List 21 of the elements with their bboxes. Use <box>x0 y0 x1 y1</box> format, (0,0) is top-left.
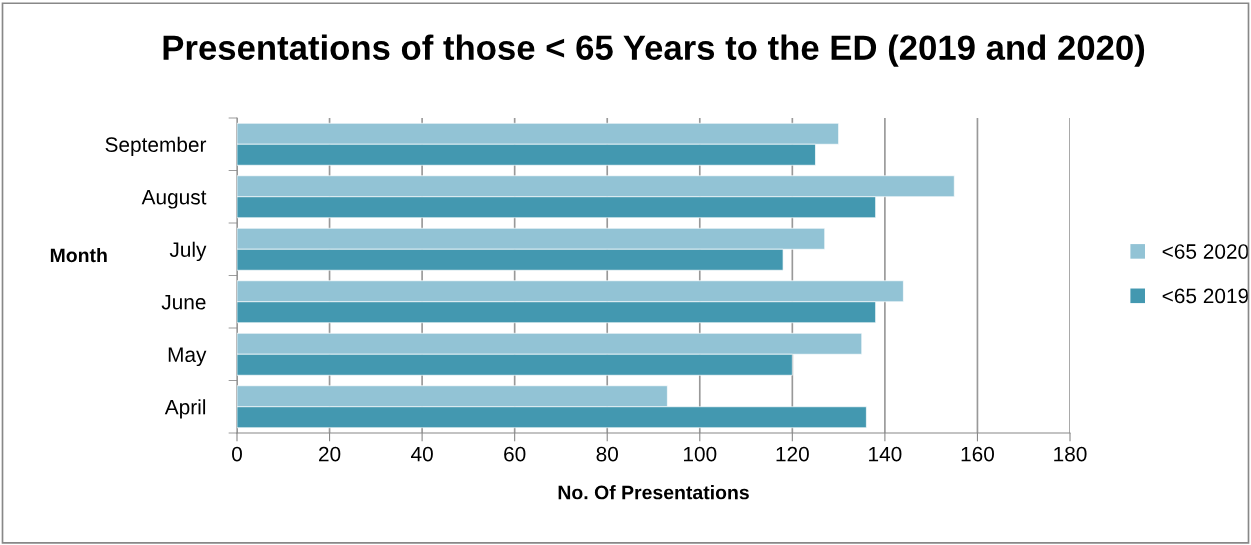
x-axis-title: No. Of Presentations <box>558 485 749 500</box>
legend-label: <65 2020 <box>1162 244 1249 259</box>
x-tick-label: 80 <box>596 446 618 462</box>
y-axis-title: Month <box>50 247 107 263</box>
x-tick-label: 20 <box>319 446 341 462</box>
y-tick-label: May <box>168 347 207 367</box>
x-tick-label: 160 <box>961 446 995 462</box>
x-tick-label: 40 <box>411 446 433 462</box>
x-tick-label: 0 <box>232 446 242 462</box>
y-tick-label: September <box>105 136 207 157</box>
y-tick-label: August <box>141 189 207 209</box>
x-tick-label: 120 <box>776 446 809 462</box>
x-tick-label: 60 <box>504 446 526 462</box>
legend-label: <65 2019 <box>1162 288 1249 304</box>
y-tick-label: June <box>161 294 206 310</box>
y-tick-label: July <box>169 241 207 262</box>
chart-title: Presentations of those < 65 Years to the ED (2019 and 2020) <box>163 34 1145 67</box>
x-tick-label: 140 <box>869 446 902 462</box>
x-tick-label: 100 <box>683 446 717 462</box>
y-tick-label: April <box>164 399 206 419</box>
x-tick-label: 180 <box>1054 446 1087 462</box>
